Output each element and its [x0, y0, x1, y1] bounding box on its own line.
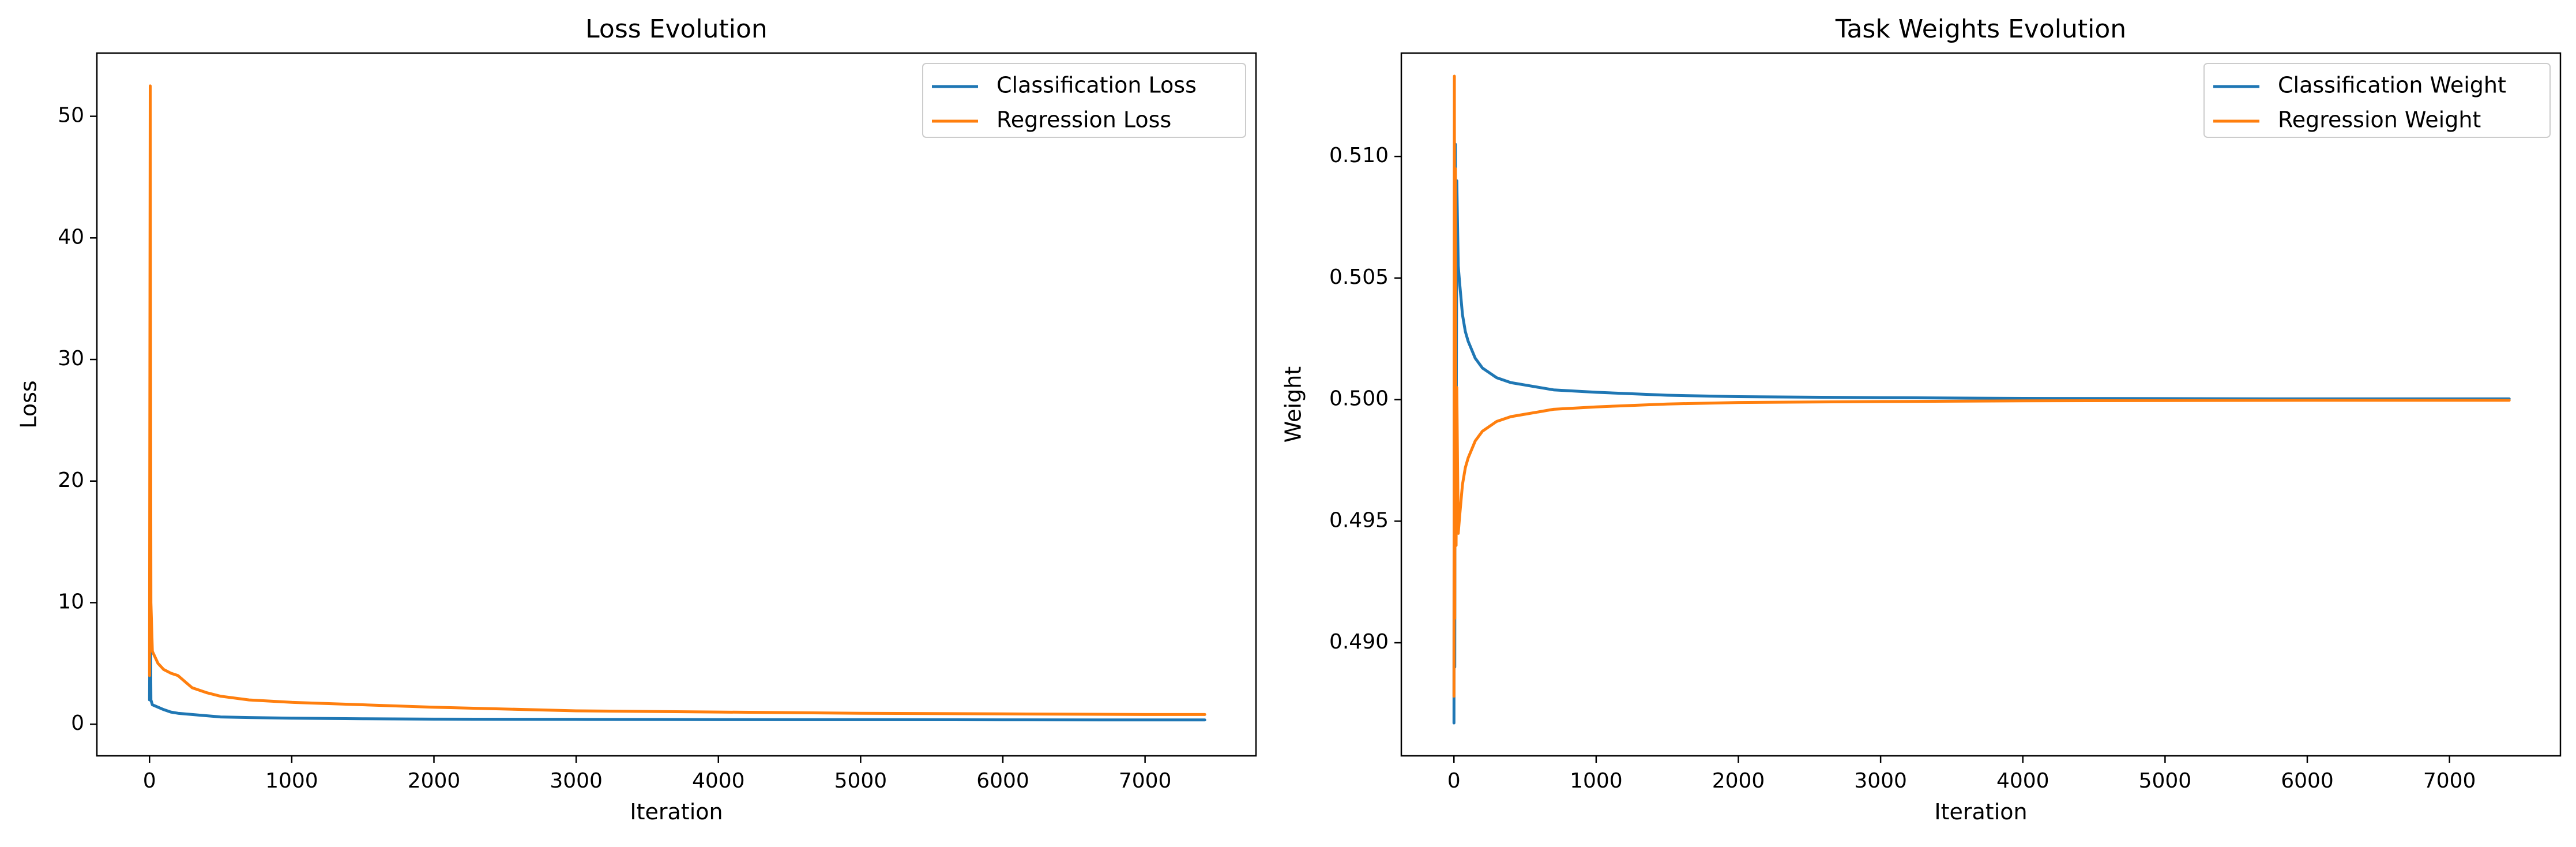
x-tick-label: 4000	[692, 769, 745, 793]
x-tick-label: 5000	[2139, 769, 2192, 793]
x-tick-label: 0	[1447, 769, 1461, 793]
legend-box	[922, 63, 1246, 138]
legend: Classification Weight Regression Weight	[2203, 63, 2551, 138]
y-tick-label: 40	[58, 225, 84, 249]
x-axis-label: Iteration	[1934, 799, 2027, 824]
x-tick-label: 1000	[265, 769, 318, 793]
x-tick-label: 6000	[976, 769, 1029, 793]
legend-label-classification-loss: Classification Loss	[996, 73, 1197, 98]
series-line-regression-loss	[148, 84, 1206, 716]
y-tick-label: 10	[58, 590, 84, 613]
x-tick-label: 5000	[834, 769, 888, 793]
x-tick-label: 3000	[550, 769, 603, 793]
plot-area	[148, 84, 1206, 722]
x-tick-label: 7000	[2423, 769, 2476, 793]
legend-label-classification-weight: Classification Weight	[2278, 73, 2506, 98]
series-line-classification-weight	[1452, 118, 2511, 725]
x-axis-label: Iteration	[630, 799, 723, 824]
x-tick-label: 7000	[1119, 769, 1172, 793]
y-tick-label: 50	[58, 104, 84, 128]
series-line-classification-loss	[148, 589, 1206, 722]
x-tick-label: 3000	[1854, 769, 1907, 793]
plot-area	[1452, 74, 2511, 725]
legend-box	[2203, 63, 2551, 138]
x-ticks: 0 1000 2000 3000 4000 5000 6000 7000	[1447, 756, 2476, 793]
x-tick-label: 6000	[2281, 769, 2334, 793]
y-axis-label: Weight	[1281, 366, 1306, 443]
x-tick-label: 1000	[1570, 769, 1623, 793]
x-tick-label: 4000	[1996, 769, 2049, 793]
y-tick-label: 0.490	[1329, 630, 1389, 654]
legend-label-regression-loss: Regression Loss	[996, 107, 1171, 133]
y-tick-label: 0.495	[1329, 508, 1389, 532]
legend-label-regression-weight: Regression Weight	[2278, 107, 2481, 133]
x-tick-label: 2000	[408, 769, 461, 793]
loss-chart: Loss Evolution Iteration Loss 0 1000 2000 3…	[16, 14, 1257, 824]
y-ticks: 0.490 0.495 0.500 0.505 0.510	[1329, 144, 1401, 654]
series-line-regression-weight	[1452, 74, 2511, 698]
y-tick-label: 0.510	[1329, 144, 1389, 167]
y-tick-label: 20	[58, 469, 84, 492]
x-tick-label: 2000	[1712, 769, 1765, 793]
y-tick-label: 0	[71, 711, 84, 735]
legend: Classification Loss Regression Loss	[922, 63, 1246, 138]
x-ticks: 0 1000 2000 3000 4000 5000 6000 7000	[143, 756, 1172, 793]
axes-frame	[96, 52, 1257, 757]
axes-frame	[1400, 52, 2562, 757]
chart-title: Loss Evolution	[585, 14, 768, 44]
y-tick-label: 30	[58, 347, 84, 370]
y-axis-label: Loss	[16, 380, 42, 428]
y-tick-label: 0.500	[1329, 387, 1389, 411]
chart-title: Task Weights Evolution	[1835, 14, 2126, 44]
weights-chart: Task Weights Evolution Iteration Weight …	[1281, 14, 2562, 824]
y-ticks: 0 10 20 30 40 50	[58, 104, 97, 735]
y-tick-label: 0.505	[1329, 265, 1389, 289]
x-tick-label: 0	[143, 769, 156, 793]
